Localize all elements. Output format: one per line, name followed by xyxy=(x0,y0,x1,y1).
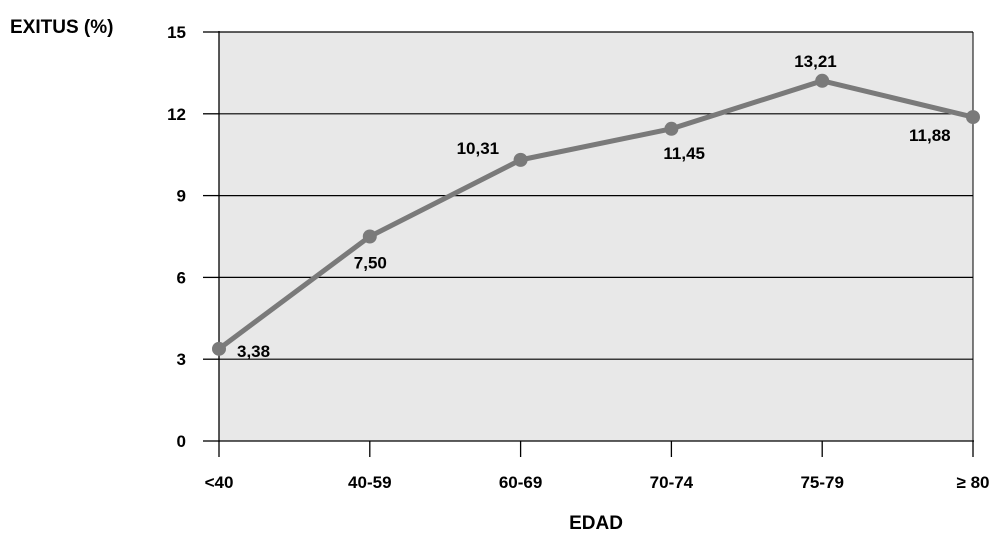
x-axis-ticks: <40 40-59 60-69 70-74 75-79 ≥ 80 xyxy=(205,441,990,492)
data-point xyxy=(513,152,528,167)
x-tick-label: 40-59 xyxy=(348,473,391,492)
x-tick-label: 75-79 xyxy=(800,473,843,492)
y-tick-label: 15 xyxy=(167,23,186,42)
y-tick-label: 0 xyxy=(177,432,186,451)
y-axis-ticks: 0 3 6 9 12 15 xyxy=(167,23,219,451)
data-markers xyxy=(212,73,980,356)
data-label: 3,38 xyxy=(237,342,270,361)
x-axis-title: EDAD xyxy=(569,513,623,534)
data-label: 11,45 xyxy=(663,144,705,163)
y-tick-label: 12 xyxy=(167,105,186,124)
series-line xyxy=(217,78,974,351)
y-axis-title: EXITUS (%) xyxy=(10,17,113,38)
data-label: 13,21 xyxy=(794,52,837,71)
data-label: 11,88 xyxy=(909,126,951,145)
data-label: 7,50 xyxy=(354,254,387,273)
y-tick-label: 6 xyxy=(177,268,186,287)
data-label: 10,31 xyxy=(457,139,500,158)
data-point xyxy=(362,229,377,244)
x-tick-label: ≥ 80 xyxy=(957,473,990,492)
gridlines xyxy=(219,31,973,360)
data-point xyxy=(966,110,980,125)
data-labels: 3,38 7,50 10,31 11,45 13,21 11,88 xyxy=(237,52,951,361)
y-tick-label: 9 xyxy=(177,187,186,206)
x-tick-label: 60-69 xyxy=(499,473,542,492)
x-tick-label: 70-74 xyxy=(650,473,694,492)
axes xyxy=(218,31,974,442)
data-point xyxy=(212,341,226,356)
x-tick-label: <40 xyxy=(205,473,234,492)
data-point xyxy=(664,121,679,136)
data-point xyxy=(815,73,830,88)
y-tick-label: 3 xyxy=(177,350,186,369)
plot-area xyxy=(219,32,973,441)
